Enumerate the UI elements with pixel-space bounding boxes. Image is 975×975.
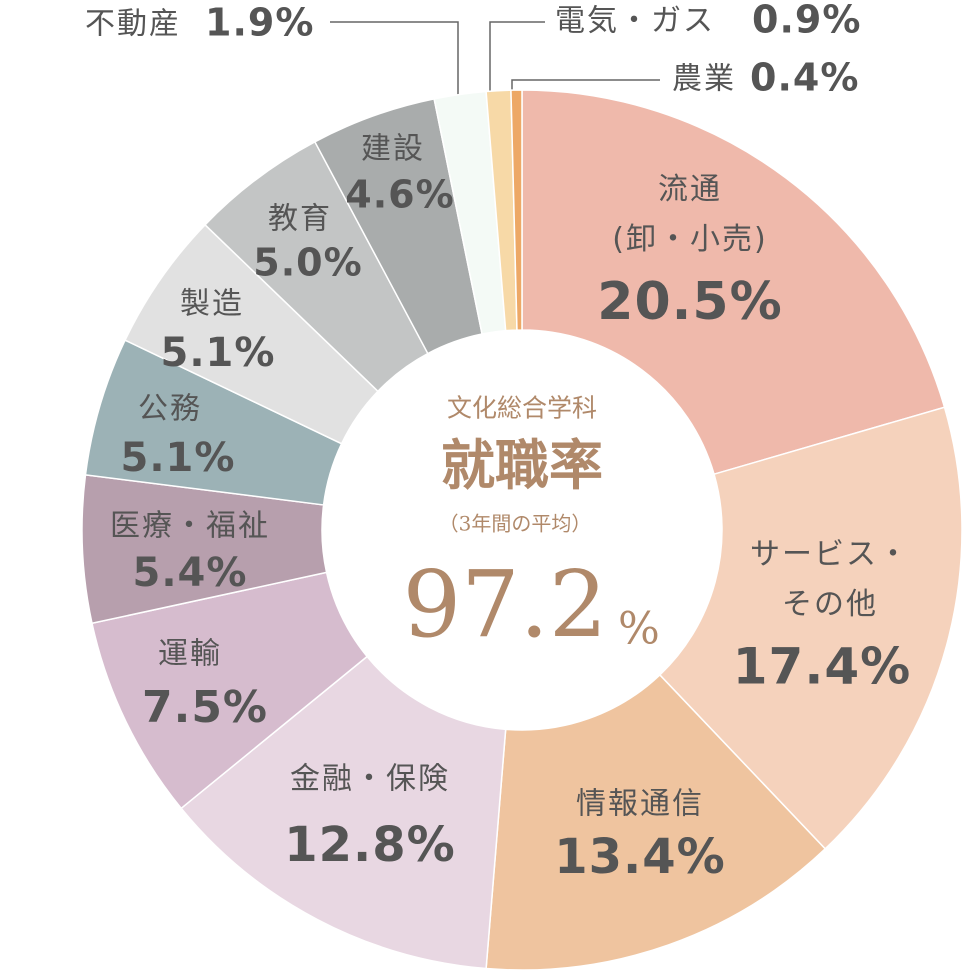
value-label: 12.8% <box>284 817 456 873</box>
category-label: 製造 <box>180 287 244 322</box>
category-label: サービス・その他 <box>750 537 910 622</box>
category-label: 公務 <box>138 392 202 427</box>
center-note: （3年間の平均） <box>439 512 592 536</box>
leader-line <box>330 21 459 118</box>
category-label: 農業 <box>672 62 736 97</box>
category-label: 不動産 <box>85 7 181 42</box>
value-label: 5.4% <box>133 550 248 596</box>
category-label: 流通(卸・小売) <box>612 172 767 257</box>
value-label: 0.9% <box>752 0 861 42</box>
wedges <box>81 89 963 971</box>
donut-hole <box>322 330 722 730</box>
value-label: 5.1% <box>121 435 236 481</box>
category-label: 電気・ガス <box>555 4 715 39</box>
leader-line <box>489 21 545 112</box>
value-label: 4.6% <box>345 173 454 217</box>
value-label: 0.4% <box>750 56 859 100</box>
value-label: 7.5% <box>142 682 268 733</box>
value-label: 1.9% <box>205 1 314 45</box>
category-label: 建設 <box>361 132 425 167</box>
category-label: 教育 <box>268 202 332 237</box>
center-heading: 文化総合学科 <box>447 394 597 423</box>
center-value: 97.2 <box>403 551 608 658</box>
center-title: 就職率 <box>441 433 603 497</box>
category-label: 金融・保険 <box>290 762 450 797</box>
value-label: 17.4% <box>733 638 911 696</box>
value-label: 5.1% <box>161 330 276 376</box>
center-unit: % <box>618 604 660 655</box>
value-label: 13.4% <box>554 829 726 885</box>
labels: 流通(卸・小売) 20.5% サービス・その他 17.4% 情報通信 13.4% 金融・保険… <box>85 0 911 885</box>
category-label: 情報通信 <box>576 787 704 822</box>
category-label: 運輸 <box>158 637 222 672</box>
value-label: 20.5% <box>597 272 782 332</box>
category-label: 医療・福祉 <box>110 509 270 544</box>
value-label: 5.0% <box>253 241 362 285</box>
